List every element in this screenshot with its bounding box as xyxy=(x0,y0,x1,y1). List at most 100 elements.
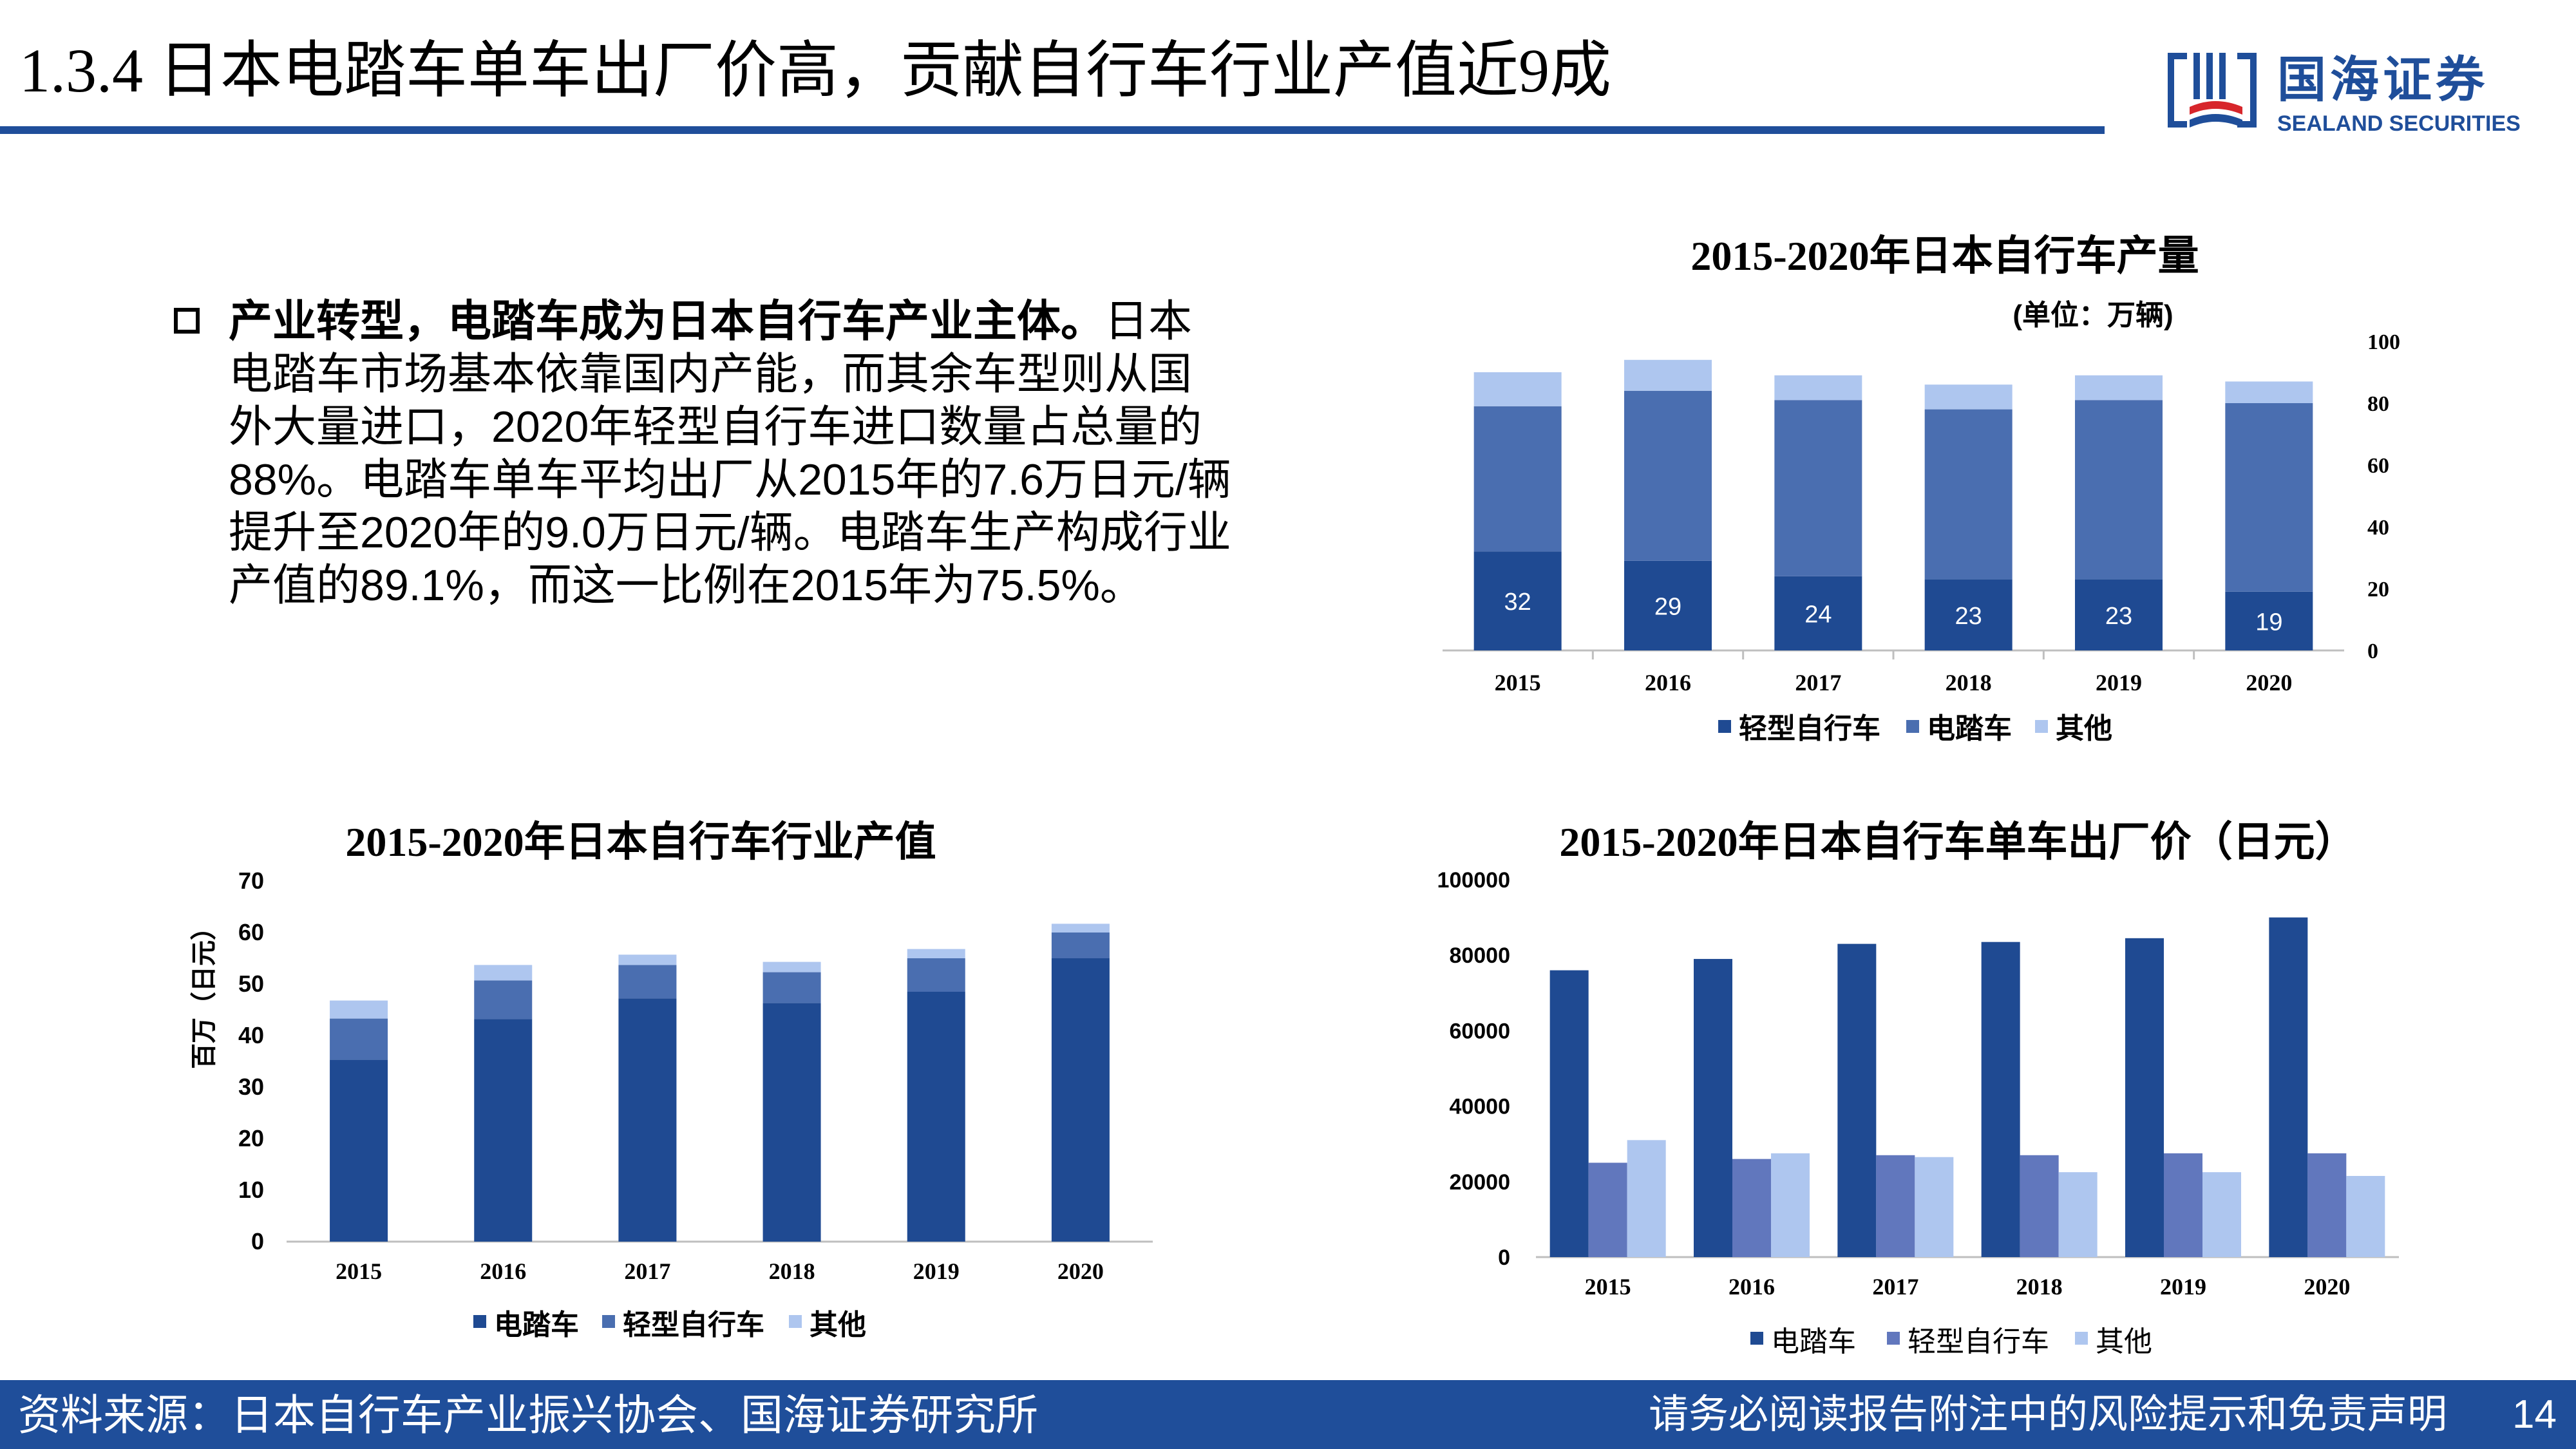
bar-电踏车-2019 xyxy=(907,992,965,1242)
y-tick-label: 20 xyxy=(238,1125,264,1151)
legend-label-电踏车: 电踏车 xyxy=(1927,713,2012,744)
y-axis-title: 百万（日元） xyxy=(190,914,218,1069)
bar-电踏车-2017 xyxy=(1774,400,1862,576)
x-tick-label: 2017 xyxy=(1795,670,1841,696)
x-tick-label: 2019 xyxy=(913,1258,960,1284)
bar-电踏车-2016 xyxy=(474,1019,533,1242)
title-rule xyxy=(0,126,2105,134)
bar-其他-2015 xyxy=(330,1000,388,1019)
page-title: 1.3.4 日本电踏车单车出厂价高，贡献自行车行业产值近9成 xyxy=(19,36,1611,105)
y-tick-label: 70 xyxy=(238,867,264,894)
bar-轻型自行车-2015 xyxy=(330,1018,388,1060)
bar-轻型自行车-2016 xyxy=(1624,560,1712,650)
chart-title-production: 2015-2020年日本自行车产量 xyxy=(1690,233,2199,279)
y-tick-label: 80 xyxy=(2367,392,2389,416)
bar-轻型自行车-2018 xyxy=(2020,1155,2059,1257)
bar-电踏车-2015 xyxy=(1549,970,1589,1257)
legend-swatch-其他 xyxy=(789,1315,802,1328)
data-label-2019: 23 xyxy=(2105,603,2132,630)
x-tick-label: 2019 xyxy=(2160,1274,2206,1300)
bar-其他-2017 xyxy=(1915,1157,1954,1257)
x-tick-label: 2018 xyxy=(1946,670,1992,696)
bar-轻型自行车-2015 xyxy=(1588,1162,1627,1257)
legend-swatch-电踏车 xyxy=(1906,720,1919,733)
x-tick-label: 2018 xyxy=(769,1258,815,1284)
y-tick-label: 60 xyxy=(238,919,264,945)
y-tick-label: 30 xyxy=(238,1074,264,1100)
bar-其他-2018 xyxy=(762,961,821,972)
bar-电踏车-2016 xyxy=(1694,959,1732,1257)
legend-swatch-轻型自行车 xyxy=(602,1315,615,1328)
x-tick-label: 2015 xyxy=(1585,1274,1631,1300)
x-tick-label: 2015 xyxy=(336,1258,382,1284)
summary-body: 日本电踏车市场基本依靠国内产能，而其余车型则从国外大量进口，2020年轻型自行车… xyxy=(229,297,1231,610)
bar-电踏车-2017 xyxy=(1837,943,1877,1257)
x-tick-label: 2019 xyxy=(2096,670,2142,696)
bar-其他-2016 xyxy=(474,965,533,981)
bar-轻型自行车-2018 xyxy=(1924,579,2012,650)
bar-轻型自行车-2019 xyxy=(2164,1153,2202,1257)
x-tick-label: 2016 xyxy=(1728,1274,1775,1300)
bar-轻型自行车-2017 xyxy=(1774,576,1862,650)
bar-其他-2018 xyxy=(2058,1172,2098,1257)
bar-其他-2015 xyxy=(1627,1140,1666,1257)
data-label-2018: 23 xyxy=(1955,603,1982,630)
x-tick-label: 2017 xyxy=(624,1258,670,1284)
chart-title-output-value: 2015-2020年日本自行车行业产值 xyxy=(345,819,936,865)
bar-电踏车-2015 xyxy=(330,1059,388,1242)
bar-轻型自行车-2020 xyxy=(1051,933,1110,958)
page-number: 14 xyxy=(2512,1392,2557,1437)
y-tick-label: 50 xyxy=(238,971,264,997)
data-label-2015: 32 xyxy=(1504,589,1531,616)
chart-title-factory-price: 2015-2020年日本自行车单车出厂价（日元） xyxy=(1559,819,2356,865)
legend-label-其他: 其他 xyxy=(2096,1326,2152,1358)
bar-电踏车-2018 xyxy=(1981,942,2020,1257)
bar-轻型自行车-2015 xyxy=(1473,551,1562,650)
y-tick-label: 20 xyxy=(2367,578,2389,601)
summary-lead: 产业转型，电踏车成为日本自行车产业主体。 xyxy=(229,297,1105,346)
bar-其他-2020 xyxy=(1051,923,1110,933)
bar-其他-2017 xyxy=(618,954,677,965)
bar-轻型自行车-2020 xyxy=(2225,591,2313,650)
x-tick-label: 2020 xyxy=(2246,670,2292,696)
legend-label-电踏车: 电踏车 xyxy=(1771,1326,1856,1358)
bar-其他-2016 xyxy=(1624,359,1712,391)
bar-轻型自行车-2017 xyxy=(618,965,677,999)
bar-电踏车-2015 xyxy=(1473,406,1562,552)
y-tick-label: 40000 xyxy=(1449,1095,1510,1119)
bar-电踏车-2019 xyxy=(2075,400,2163,580)
y-tick-label: 40 xyxy=(238,1022,264,1048)
bar-电踏车-2020 xyxy=(2225,403,2313,592)
bar-电踏车-2019 xyxy=(2125,938,2164,1257)
y-tick-label: 40 xyxy=(2367,516,2389,540)
data-label-2017: 24 xyxy=(1804,601,1832,628)
disclaimer-link[interactable]: 请务必阅读报告附注中的风险提示和免责声明 xyxy=(1648,1392,2447,1437)
x-tick-label: 2018 xyxy=(2016,1274,2063,1300)
bar-电踏车-2018 xyxy=(1924,409,2012,580)
bar-电踏车-2018 xyxy=(762,1003,821,1242)
legend-swatch-电踏车 xyxy=(473,1315,486,1328)
legend-swatch-其他 xyxy=(2035,720,2048,733)
bullet-square-icon xyxy=(174,308,200,334)
y-tick-label: 100 xyxy=(2367,330,2400,354)
legend-swatch-其他 xyxy=(2075,1332,2088,1345)
y-tick-label: 80000 xyxy=(1449,943,1510,968)
legend-label-轻型自行车: 轻型自行车 xyxy=(1908,1326,2049,1358)
bar-电踏车-2020 xyxy=(2269,917,2308,1257)
source-note: 资料来源：日本自行车产业振兴协会、国海证券研究所 xyxy=(18,1391,1038,1439)
legend-label-电踏车: 电踏车 xyxy=(494,1309,579,1341)
data-label-2020: 19 xyxy=(2255,609,2282,636)
data-label-2016: 29 xyxy=(1654,593,1681,620)
bar-其他-2020 xyxy=(2346,1176,2385,1257)
y-tick-label: 100000 xyxy=(1437,868,1510,893)
bar-其他-2018 xyxy=(1924,384,2012,410)
y-tick-label: 60 xyxy=(2367,454,2389,478)
x-tick-label: 2015 xyxy=(1495,670,1541,696)
bar-电踏车-2020 xyxy=(1051,958,1110,1242)
bar-轻型自行车-2019 xyxy=(2075,579,2163,650)
x-tick-label: 2020 xyxy=(1057,1258,1104,1284)
y-tick-label: 10 xyxy=(238,1177,264,1203)
bar-其他-2019 xyxy=(2075,375,2163,401)
legend-label-其他: 其他 xyxy=(2056,713,2112,744)
